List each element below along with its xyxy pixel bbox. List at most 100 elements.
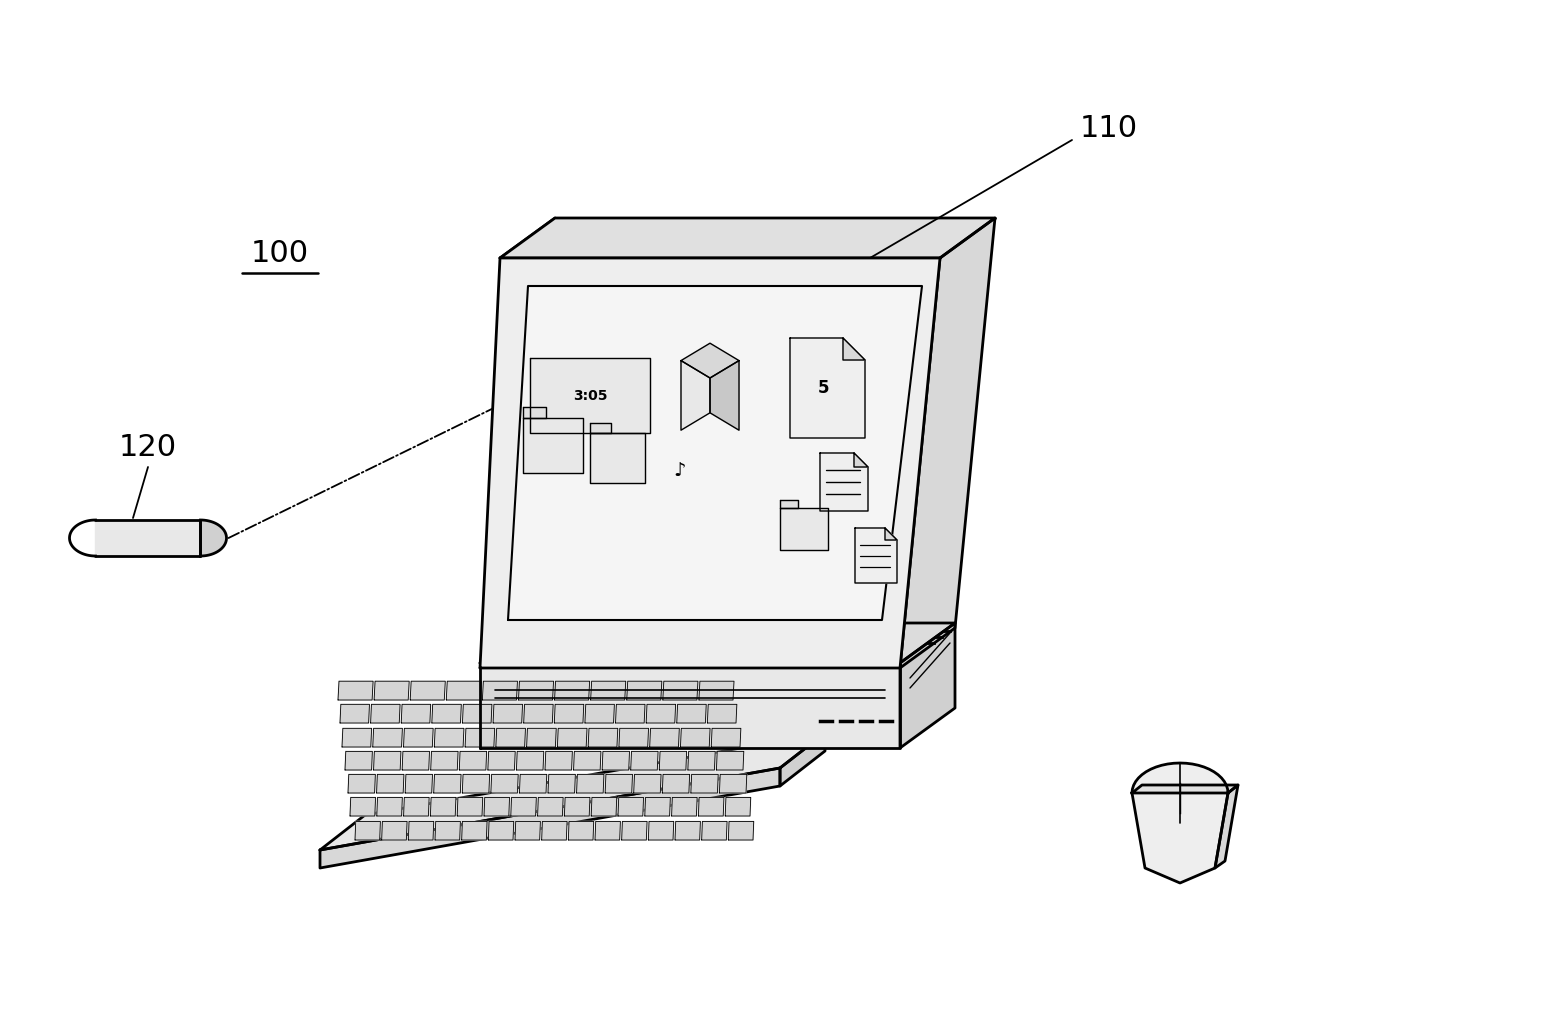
Polygon shape bbox=[576, 775, 604, 793]
Polygon shape bbox=[435, 822, 461, 840]
Polygon shape bbox=[408, 822, 433, 840]
Polygon shape bbox=[660, 751, 687, 770]
Polygon shape bbox=[509, 286, 922, 620]
Polygon shape bbox=[672, 797, 697, 816]
Polygon shape bbox=[447, 681, 481, 700]
Polygon shape bbox=[627, 681, 661, 700]
Polygon shape bbox=[524, 704, 553, 723]
Polygon shape bbox=[780, 508, 828, 550]
Polygon shape bbox=[729, 822, 754, 840]
Polygon shape bbox=[569, 822, 593, 840]
Polygon shape bbox=[527, 728, 556, 747]
Polygon shape bbox=[479, 258, 940, 668]
Polygon shape bbox=[843, 338, 865, 360]
Polygon shape bbox=[606, 775, 632, 793]
Polygon shape bbox=[681, 360, 710, 431]
Polygon shape bbox=[1133, 785, 1237, 793]
Text: 3:05: 3:05 bbox=[573, 389, 607, 402]
Polygon shape bbox=[496, 728, 525, 747]
Polygon shape bbox=[564, 797, 590, 816]
Text: 5: 5 bbox=[818, 379, 829, 397]
Polygon shape bbox=[433, 775, 461, 793]
Polygon shape bbox=[618, 797, 644, 816]
Polygon shape bbox=[499, 218, 995, 258]
Polygon shape bbox=[538, 797, 562, 816]
Polygon shape bbox=[615, 704, 646, 723]
Polygon shape bbox=[401, 704, 430, 723]
Polygon shape bbox=[592, 797, 616, 816]
Polygon shape bbox=[342, 728, 371, 747]
Polygon shape bbox=[854, 453, 868, 467]
Polygon shape bbox=[96, 520, 200, 556]
Polygon shape bbox=[595, 822, 621, 840]
Polygon shape bbox=[484, 797, 510, 816]
Polygon shape bbox=[687, 751, 715, 770]
Polygon shape bbox=[663, 681, 698, 700]
Polygon shape bbox=[646, 704, 675, 723]
Polygon shape bbox=[479, 623, 955, 663]
Text: 120: 120 bbox=[119, 433, 177, 462]
Polygon shape bbox=[515, 822, 541, 840]
Polygon shape bbox=[619, 728, 649, 747]
Polygon shape bbox=[690, 775, 718, 793]
Polygon shape bbox=[510, 797, 536, 816]
Polygon shape bbox=[373, 728, 402, 747]
Polygon shape bbox=[573, 751, 601, 770]
Polygon shape bbox=[633, 775, 661, 793]
Polygon shape bbox=[371, 704, 401, 723]
Text: 110: 110 bbox=[1080, 113, 1139, 143]
Polygon shape bbox=[663, 775, 690, 793]
Polygon shape bbox=[482, 681, 518, 700]
Polygon shape bbox=[549, 775, 575, 793]
Polygon shape bbox=[493, 704, 522, 723]
Polygon shape bbox=[780, 733, 824, 786]
Polygon shape bbox=[492, 775, 518, 793]
Polygon shape bbox=[589, 728, 618, 747]
Polygon shape bbox=[462, 704, 492, 723]
Polygon shape bbox=[200, 520, 227, 556]
Polygon shape bbox=[405, 775, 433, 793]
Polygon shape bbox=[350, 797, 376, 816]
Polygon shape bbox=[465, 728, 495, 747]
Polygon shape bbox=[558, 728, 587, 747]
Polygon shape bbox=[516, 751, 544, 770]
Polygon shape bbox=[621, 822, 647, 840]
Polygon shape bbox=[321, 733, 824, 850]
Polygon shape bbox=[681, 728, 710, 747]
Polygon shape bbox=[717, 751, 744, 770]
Polygon shape bbox=[630, 751, 658, 770]
Polygon shape bbox=[402, 751, 430, 770]
Polygon shape bbox=[518, 681, 553, 700]
Polygon shape bbox=[431, 751, 458, 770]
Polygon shape bbox=[780, 500, 798, 508]
Polygon shape bbox=[376, 775, 404, 793]
Polygon shape bbox=[348, 775, 376, 793]
Polygon shape bbox=[542, 822, 567, 840]
Polygon shape bbox=[462, 822, 487, 840]
Polygon shape bbox=[546, 751, 572, 770]
Polygon shape bbox=[519, 775, 547, 793]
Text: ♪: ♪ bbox=[673, 460, 686, 479]
Polygon shape bbox=[522, 407, 546, 418]
Text: 100: 100 bbox=[251, 239, 310, 268]
Polygon shape bbox=[435, 728, 464, 747]
Polygon shape bbox=[590, 423, 610, 433]
Polygon shape bbox=[701, 822, 727, 840]
Polygon shape bbox=[712, 728, 741, 747]
Polygon shape bbox=[354, 822, 381, 840]
Polygon shape bbox=[462, 775, 490, 793]
Polygon shape bbox=[458, 797, 482, 816]
Polygon shape bbox=[649, 822, 673, 840]
Polygon shape bbox=[900, 218, 995, 668]
Polygon shape bbox=[726, 797, 750, 816]
Polygon shape bbox=[644, 797, 670, 816]
Polygon shape bbox=[404, 728, 433, 747]
Polygon shape bbox=[707, 704, 737, 723]
Polygon shape bbox=[404, 797, 428, 816]
Polygon shape bbox=[590, 681, 626, 700]
Polygon shape bbox=[321, 768, 780, 868]
Polygon shape bbox=[459, 751, 487, 770]
Polygon shape bbox=[555, 681, 590, 700]
Polygon shape bbox=[820, 453, 868, 511]
Polygon shape bbox=[479, 663, 900, 748]
